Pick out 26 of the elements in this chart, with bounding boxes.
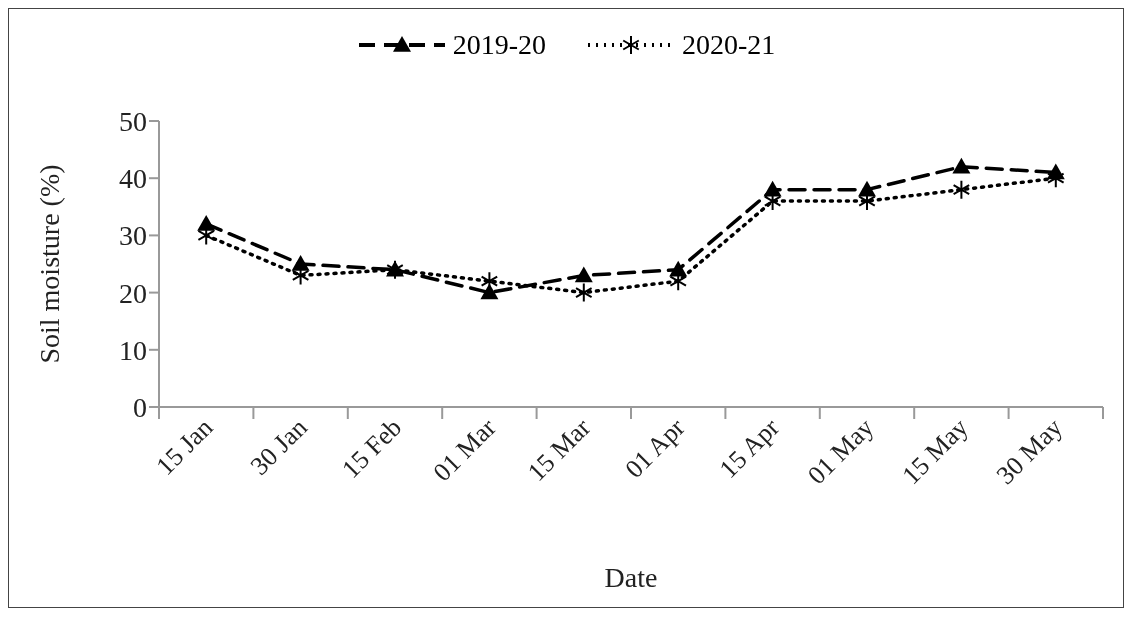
y-tick-label: 10	[119, 334, 147, 366]
x-tick-label: 01 Apr	[619, 412, 691, 484]
x-tick-label: 15 May	[896, 412, 974, 490]
point	[952, 179, 971, 200]
x-axis-title: Date	[604, 562, 658, 593]
legend-label: 2020-21	[682, 29, 776, 61]
point	[291, 255, 310, 271]
y-tick-label: 0	[133, 391, 147, 423]
x-tick-label: 15 Jan	[150, 412, 219, 481]
y-tick-label: 30	[119, 220, 147, 252]
y-tick-label: 50	[119, 105, 147, 137]
x-tick-label: 15 Feb	[336, 412, 408, 484]
legend-label: 2019-20	[452, 29, 546, 61]
point	[952, 157, 971, 174]
x-tick-label: 01 Mar	[427, 412, 502, 487]
point	[197, 214, 216, 231]
x-tick-label: 15 Mar	[521, 412, 597, 487]
x-tick-label: 30 Jan	[244, 412, 313, 481]
x-tick-label: 01 May	[802, 412, 880, 490]
point	[575, 282, 593, 303]
y-tick-label: 20	[119, 277, 147, 309]
y-tick-label: 40	[119, 163, 147, 195]
x-tick-label: 15 Apr	[713, 412, 786, 484]
x-tick-label: 30 May	[990, 412, 1069, 490]
point	[574, 266, 593, 283]
y-axis-title: Soil moisture (%)	[33, 164, 65, 364]
